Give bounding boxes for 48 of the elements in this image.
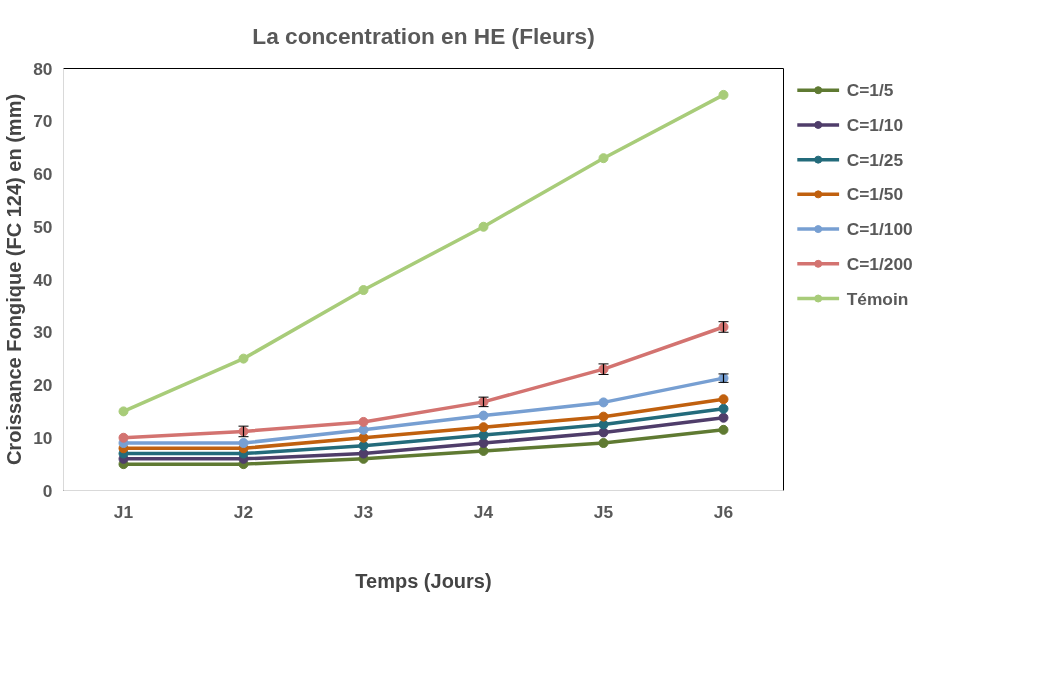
y-tick-label: 10: [33, 427, 53, 448]
point: [598, 397, 609, 408]
chart-title: La concentration en HE (Fleurs): [252, 22, 595, 49]
point: [358, 448, 369, 459]
x-tick-label: J2: [233, 501, 254, 522]
point: [358, 285, 369, 296]
legend-label: C=1/10: [846, 114, 904, 135]
x-tick-label: J1: [113, 501, 134, 522]
point: [718, 412, 729, 423]
point: [718, 394, 729, 405]
point: [358, 416, 369, 427]
y-tick-label: 50: [33, 216, 53, 237]
point: [718, 403, 729, 414]
y-axis-title: Croissance Fongique (FC 124) en (mm): [3, 93, 26, 466]
legend-label: C=1/25: [846, 149, 904, 170]
legend-label: C=1/100: [846, 219, 913, 240]
point: [718, 89, 729, 100]
point: [478, 410, 489, 421]
point: [238, 438, 249, 449]
x-tick-label: J3: [353, 501, 374, 522]
point: [598, 411, 609, 422]
y-tick-label: 0: [42, 480, 53, 501]
legend-label: Témoin: [846, 288, 909, 309]
point: [478, 221, 489, 232]
point: [478, 422, 489, 433]
y-tick-label: 20: [33, 375, 53, 395]
point: [598, 427, 609, 438]
legend-label: C=1/5: [846, 80, 894, 101]
point: [598, 438, 609, 449]
point: [238, 353, 249, 364]
x-tick-label: J4: [473, 501, 494, 522]
legend-label: C=1/50: [846, 184, 904, 205]
point: [598, 419, 609, 430]
x-tick-label: J5: [593, 501, 614, 522]
legend-label: C=1/200: [846, 253, 913, 274]
point: [598, 153, 609, 164]
y-tick-label: 40: [33, 269, 53, 290]
y-tick-label: 70: [33, 111, 53, 132]
y-tick-label: 80: [33, 58, 53, 79]
y-tick-label: 30: [33, 322, 53, 343]
x-tick-label: J6: [713, 501, 734, 522]
point: [118, 406, 129, 417]
x-axis-title: Temps (Jours): [355, 569, 492, 592]
y-tick-label: 60: [33, 164, 53, 184]
point: [118, 432, 129, 443]
point: [718, 424, 729, 435]
point: [478, 438, 489, 449]
point: [478, 430, 489, 441]
